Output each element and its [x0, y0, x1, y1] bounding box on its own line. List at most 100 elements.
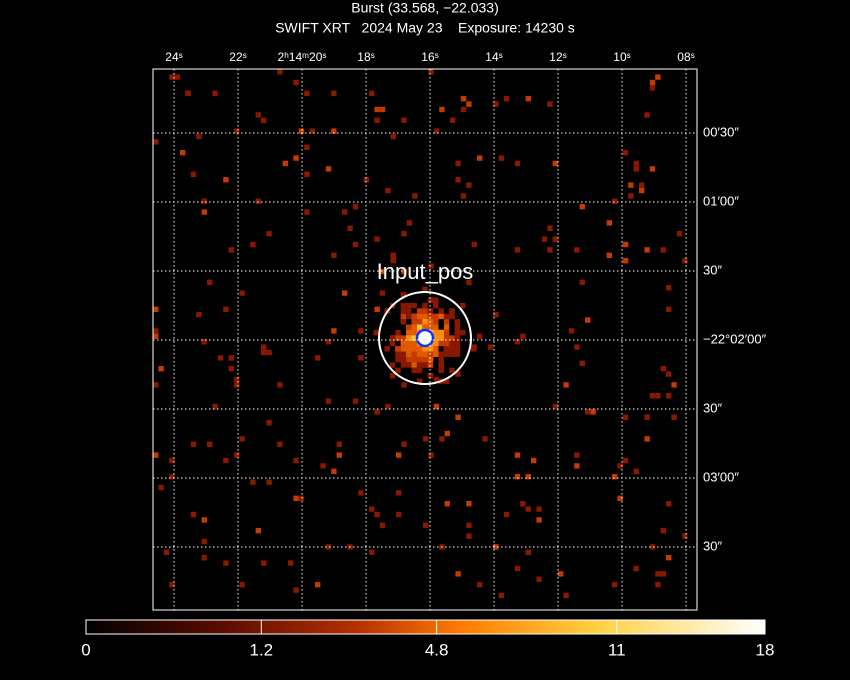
y-tick-label: 00′30″ [703, 124, 739, 139]
pixel [671, 382, 677, 388]
pixel [190, 171, 197, 177]
pixel [644, 112, 650, 118]
pixel [369, 90, 375, 96]
pixel [443, 378, 450, 384]
pixel [438, 340, 444, 347]
pixel [666, 285, 672, 291]
pixel [649, 79, 656, 86]
pixel [439, 106, 445, 113]
pixel [644, 247, 650, 253]
pixel [223, 177, 229, 183]
pixel [460, 302, 466, 309]
pixel [400, 356, 407, 363]
pixel [390, 252, 396, 258]
pixel [293, 79, 299, 86]
pixel [411, 356, 417, 363]
pixel [628, 193, 634, 199]
pixel [401, 441, 407, 447]
pixel [416, 367, 423, 374]
pixel [552, 236, 558, 242]
pixel [579, 204, 585, 210]
pixel [612, 474, 618, 480]
pixel [266, 231, 272, 237]
pixel [443, 335, 450, 341]
pixel [411, 346, 417, 352]
pixel [207, 441, 213, 447]
pixel [644, 414, 650, 420]
pixel [531, 457, 537, 464]
pixel [406, 302, 412, 309]
pixel [454, 319, 461, 325]
position-marker [415, 328, 435, 348]
pixel [234, 128, 240, 134]
pixel [514, 160, 521, 167]
pixel [450, 117, 456, 123]
pixel [460, 329, 466, 336]
pixel [547, 247, 553, 253]
pixel [455, 571, 461, 577]
pixel [422, 302, 428, 309]
pixel [433, 319, 439, 325]
pixel [325, 166, 332, 172]
pixel [427, 313, 434, 320]
pixel [639, 187, 645, 194]
pixel [304, 209, 310, 215]
pixel [282, 160, 288, 167]
pixel [228, 247, 234, 253]
pixel [358, 490, 364, 496]
pixel [406, 308, 412, 314]
pixel [493, 101, 499, 107]
pixel [416, 362, 423, 368]
pixel [574, 452, 580, 458]
pixel [622, 457, 629, 464]
pixel [277, 441, 283, 447]
pixel [454, 324, 461, 330]
pixel [406, 356, 412, 363]
pixel [201, 339, 207, 345]
pixel [320, 463, 326, 469]
pixel [660, 366, 666, 372]
pixel [401, 117, 407, 123]
pixel [304, 144, 310, 150]
pixel [153, 452, 159, 458]
pixel [552, 160, 558, 167]
pixel [520, 501, 526, 507]
y-tick-label: 30″ [703, 538, 722, 553]
pixel [423, 522, 429, 528]
pixel [331, 328, 337, 334]
pixel [438, 335, 444, 341]
y-tick-label: 30″ [703, 400, 722, 415]
pixel [666, 371, 672, 377]
pixel [666, 393, 672, 399]
pixel [401, 382, 407, 388]
pixel [395, 356, 401, 363]
pixel [427, 308, 434, 314]
pixel [266, 349, 272, 356]
pixel [466, 101, 472, 107]
pixel [585, 317, 591, 323]
pixel [423, 436, 429, 442]
pixel [622, 414, 629, 420]
pixel [352, 398, 359, 404]
chart-subtitle: SWIFT XRT 2024 May 23 Exposure: 14230 s [275, 20, 575, 36]
pixel [617, 463, 623, 469]
pixel [433, 297, 439, 303]
pixel [477, 155, 483, 161]
y-tick-label: 30″ [703, 262, 722, 277]
pixel [400, 351, 407, 357]
pixel [325, 339, 332, 345]
pixel [358, 355, 364, 361]
pixel [427, 373, 434, 379]
pixel [266, 420, 272, 426]
pixel [374, 511, 380, 518]
x-tick-label: 22ˢ [229, 50, 246, 64]
pixel [411, 313, 417, 320]
pixel [449, 340, 455, 347]
pixel [466, 533, 472, 539]
pixel [234, 376, 240, 383]
pixel [153, 306, 159, 312]
pixel [411, 324, 417, 330]
pixel [649, 393, 656, 399]
chart-title: Burst (33.568, −22.033) [351, 0, 499, 16]
